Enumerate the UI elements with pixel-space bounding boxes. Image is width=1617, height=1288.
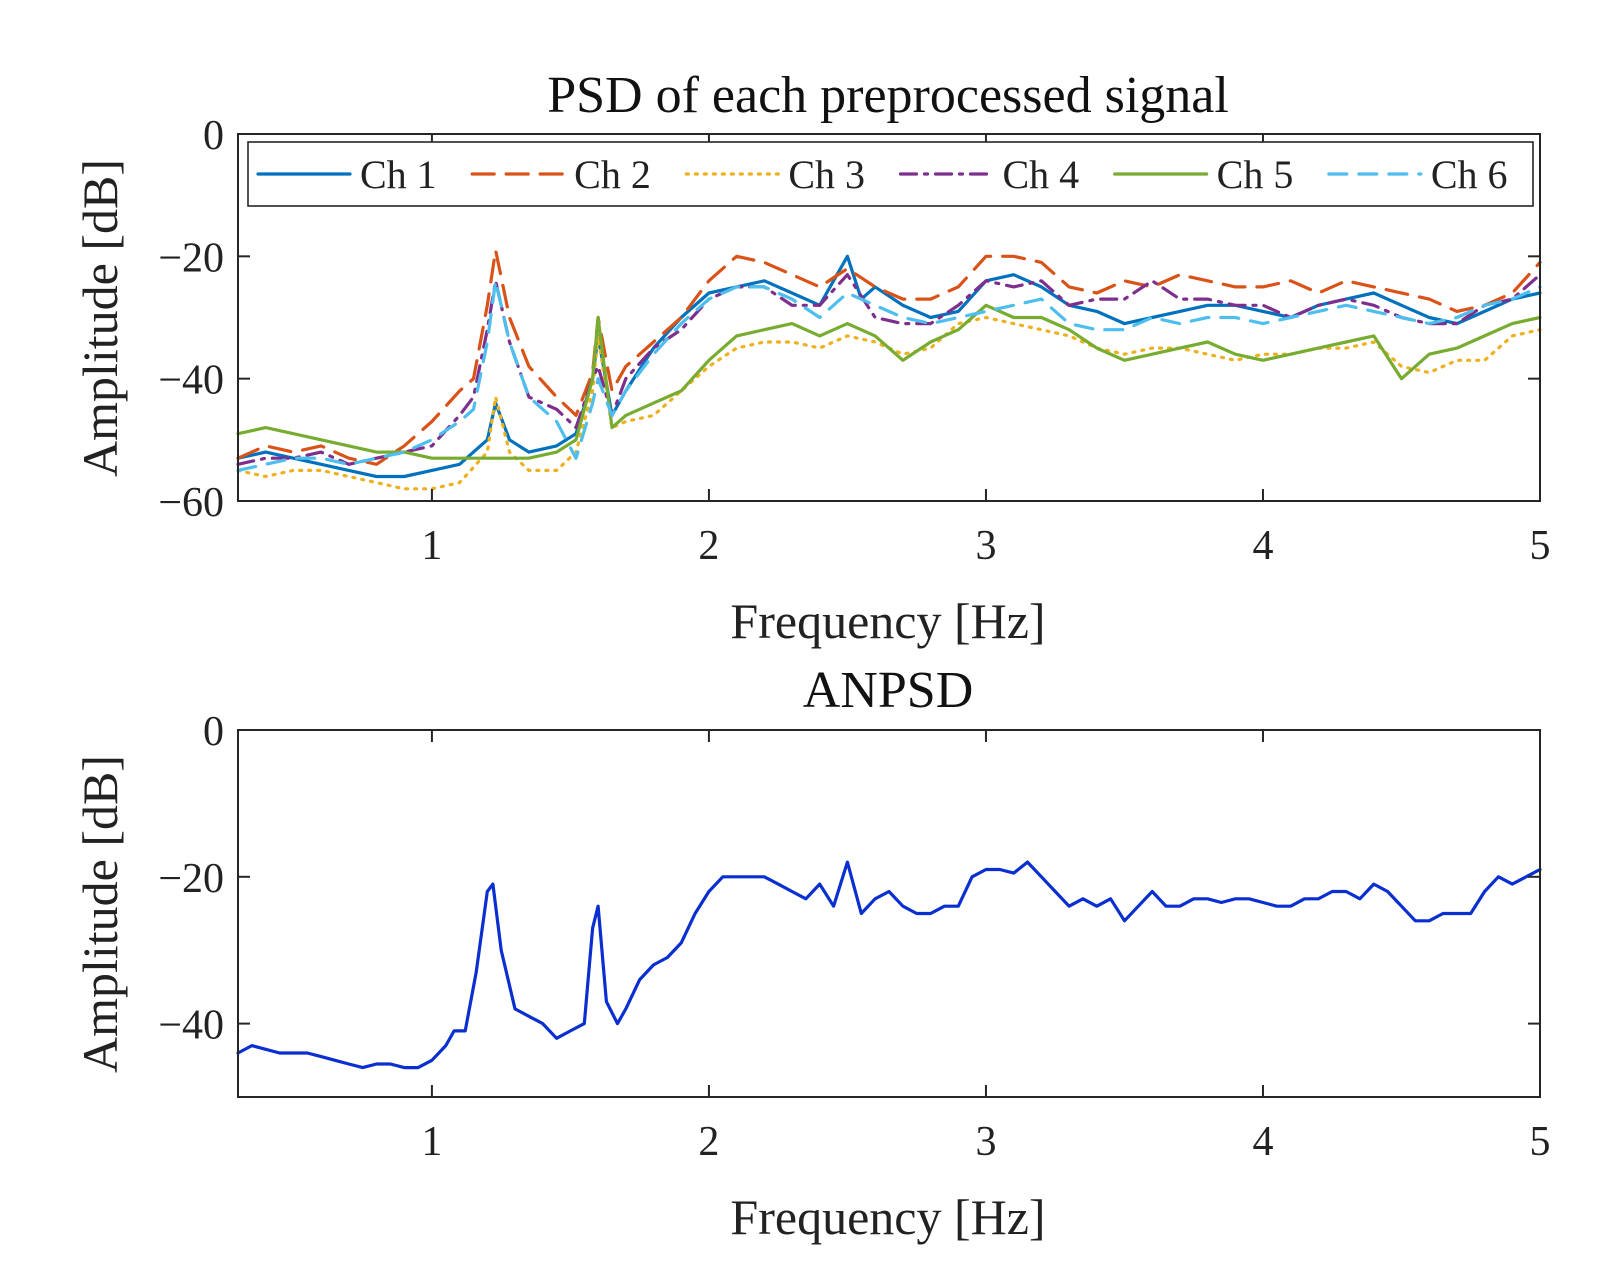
anpsd-series-group <box>236 860 1542 1070</box>
psd-ytick-label-3: −60 <box>158 480 224 526</box>
legend-label-5: Ch 5 <box>1217 152 1294 197</box>
psd-series-group <box>236 248 1542 491</box>
psd-series-4 <box>236 273 1542 466</box>
legend-label-6: Ch 6 <box>1431 152 1508 197</box>
psd-xlabel: Frequency [Hz] <box>730 593 1045 649</box>
psd-title: PSD of each preprocessed signal <box>547 67 1229 124</box>
anpsd-xlabel: Frequency [Hz] <box>730 1189 1045 1245</box>
psd-xtick-label-2: 3 <box>975 523 996 569</box>
anpsd-ytick-label-0: 0 <box>203 709 224 755</box>
anpsd-series-1 <box>236 860 1542 1070</box>
psd-xtick-label-4: 5 <box>1530 523 1551 569</box>
legend-label-2: Ch 2 <box>574 152 651 197</box>
psd-ylabel: Amplitude [dB] <box>72 159 128 477</box>
legend-label-4: Ch 4 <box>1003 152 1080 197</box>
anpsd-xtick-label-2: 3 <box>975 1119 996 1165</box>
psd-ytick-label-2: −40 <box>158 358 224 404</box>
anpsd-xtick-label-4: 5 <box>1530 1119 1551 1165</box>
anpsd-axes-box <box>237 729 1541 1098</box>
anpsd-panel: ANPSD 1 2 3 4 5 0 −20 −40 Frequency [Hz] Amplit… <box>72 662 1551 1245</box>
anpsd-xtick-label-1: 2 <box>698 1119 719 1165</box>
psd-ytick-label-1: −20 <box>158 235 224 281</box>
psd-xtick-label-1: 2 <box>698 523 719 569</box>
anpsd-title: ANPSD <box>803 662 974 719</box>
legend-label-3: Ch 3 <box>788 152 865 197</box>
psd-ytick-label-0: 0 <box>203 113 224 159</box>
psd-series-2 <box>236 248 1542 466</box>
psd-series-6 <box>236 279 1542 472</box>
psd-series-5 <box>236 303 1542 460</box>
psd-panel: PSD of each preprocessed signal 1 2 3 4 5 0 −2… <box>72 67 1551 649</box>
psd-axes-box <box>237 133 1541 502</box>
psd-xtick-label-3: 4 <box>1252 523 1273 569</box>
psd-legend: Ch 1 Ch 2 Ch 3 Ch 4 Ch 5 Ch 6 <box>247 141 1534 207</box>
anpsd-ytick-label-2: −40 <box>158 1003 224 1049</box>
anpsd-xtick-label-0: 1 <box>421 1119 442 1165</box>
anpsd-ylabel: Amplitude [dB] <box>72 755 128 1073</box>
psd-xtick-label-0: 1 <box>421 523 442 569</box>
legend-label-1: Ch 1 <box>360 152 437 197</box>
anpsd-xtick-label-3: 4 <box>1252 1119 1273 1165</box>
psd-legend-box <box>247 141 1534 207</box>
anpsd-ytick-label-1: −20 <box>158 856 224 902</box>
